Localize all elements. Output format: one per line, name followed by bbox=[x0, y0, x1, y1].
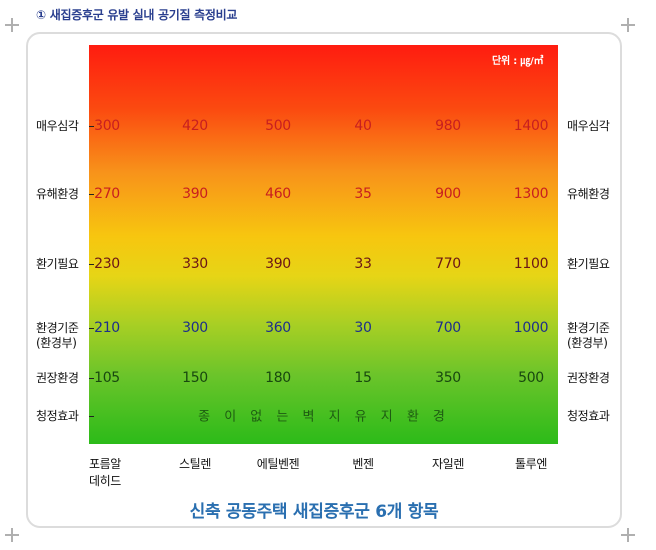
value-cell: 330 bbox=[182, 256, 208, 272]
row-tick bbox=[89, 264, 94, 265]
row-label-right: 권장환경 bbox=[567, 370, 610, 385]
column-label: 벤젠 bbox=[352, 457, 374, 471]
column-label: 에틸벤젠 bbox=[256, 457, 300, 471]
value-cell: 30 bbox=[354, 320, 372, 336]
value-cell: 500 bbox=[518, 370, 544, 386]
value-cell: 1000 bbox=[513, 320, 549, 336]
row-label-left: 권장환경 bbox=[36, 370, 79, 385]
column-label: 포름알 데히드 bbox=[89, 457, 121, 488]
row-label-right: 청정효과 bbox=[567, 408, 610, 423]
value-cell: 1300 bbox=[513, 186, 549, 202]
value-cell: 105 bbox=[94, 370, 120, 386]
clean-annotation: 종 이 없 는 벽 지 유 지 환 경 bbox=[198, 409, 450, 425]
value-cell: 500 bbox=[265, 118, 291, 134]
value-cell: 40 bbox=[354, 118, 372, 134]
value-cell: 390 bbox=[265, 256, 291, 272]
row-label-left: 청정효과 bbox=[36, 408, 79, 423]
value-cell: 390 bbox=[182, 186, 208, 202]
row-label-right: 환경기준 (환경부) bbox=[567, 321, 610, 350]
value-cell: 1100 bbox=[513, 256, 549, 272]
value-cell: 33 bbox=[354, 256, 372, 272]
chart-title: 신축 공동주택 새집증후군 6개 항목 bbox=[189, 502, 439, 522]
value-cell: 770 bbox=[435, 256, 461, 272]
chart-frame bbox=[26, 32, 622, 528]
value-cell: 1400 bbox=[513, 118, 549, 134]
value-cell: 150 bbox=[182, 370, 208, 386]
section-heading: ① 새집증후군 유발 실내 공기질 측정비교 bbox=[36, 8, 238, 22]
row-tick bbox=[89, 126, 94, 127]
corner-crosshair-icon bbox=[621, 18, 635, 32]
value-cell: 700 bbox=[435, 320, 461, 336]
row-tick bbox=[89, 378, 94, 379]
value-cell: 270 bbox=[94, 186, 120, 202]
row-label-right: 유해환경 bbox=[567, 186, 610, 201]
value-cell: 35 bbox=[354, 186, 372, 202]
column-label: 자일렌 bbox=[432, 457, 464, 471]
row-label-right: 매우심각 bbox=[567, 118, 610, 133]
corner-crosshair-icon bbox=[5, 18, 19, 32]
row-label-left: 유해환경 bbox=[36, 186, 79, 201]
row-label-left: 환경기준 (환경부) bbox=[36, 321, 79, 350]
value-cell: 420 bbox=[182, 118, 208, 134]
value-cell: 15 bbox=[354, 370, 372, 386]
corner-crosshair-icon bbox=[5, 528, 19, 542]
row-label-right: 환기필요 bbox=[567, 256, 610, 271]
row-tick bbox=[89, 416, 94, 417]
value-cell: 460 bbox=[265, 186, 291, 202]
value-cell: 210 bbox=[94, 320, 120, 336]
value-cell: 350 bbox=[435, 370, 461, 386]
row-tick bbox=[89, 328, 94, 329]
row-label-left: 환기필요 bbox=[36, 256, 79, 271]
value-cell: 230 bbox=[94, 256, 120, 272]
gradient-plot-area bbox=[89, 45, 558, 444]
value-cell: 360 bbox=[265, 320, 291, 336]
row-tick bbox=[89, 194, 94, 195]
value-cell: 980 bbox=[435, 118, 461, 134]
value-cell: 300 bbox=[94, 118, 120, 134]
column-label: 톨루엔 bbox=[515, 457, 547, 471]
column-label: 스틸렌 bbox=[179, 457, 211, 471]
value-cell: 300 bbox=[182, 320, 208, 336]
value-cell: 900 bbox=[435, 186, 461, 202]
value-cell: 180 bbox=[265, 370, 291, 386]
row-label-left: 매우심각 bbox=[36, 118, 79, 133]
corner-crosshair-icon bbox=[621, 528, 635, 542]
unit-label: 단위 : ㎍/㎥ bbox=[492, 56, 544, 67]
